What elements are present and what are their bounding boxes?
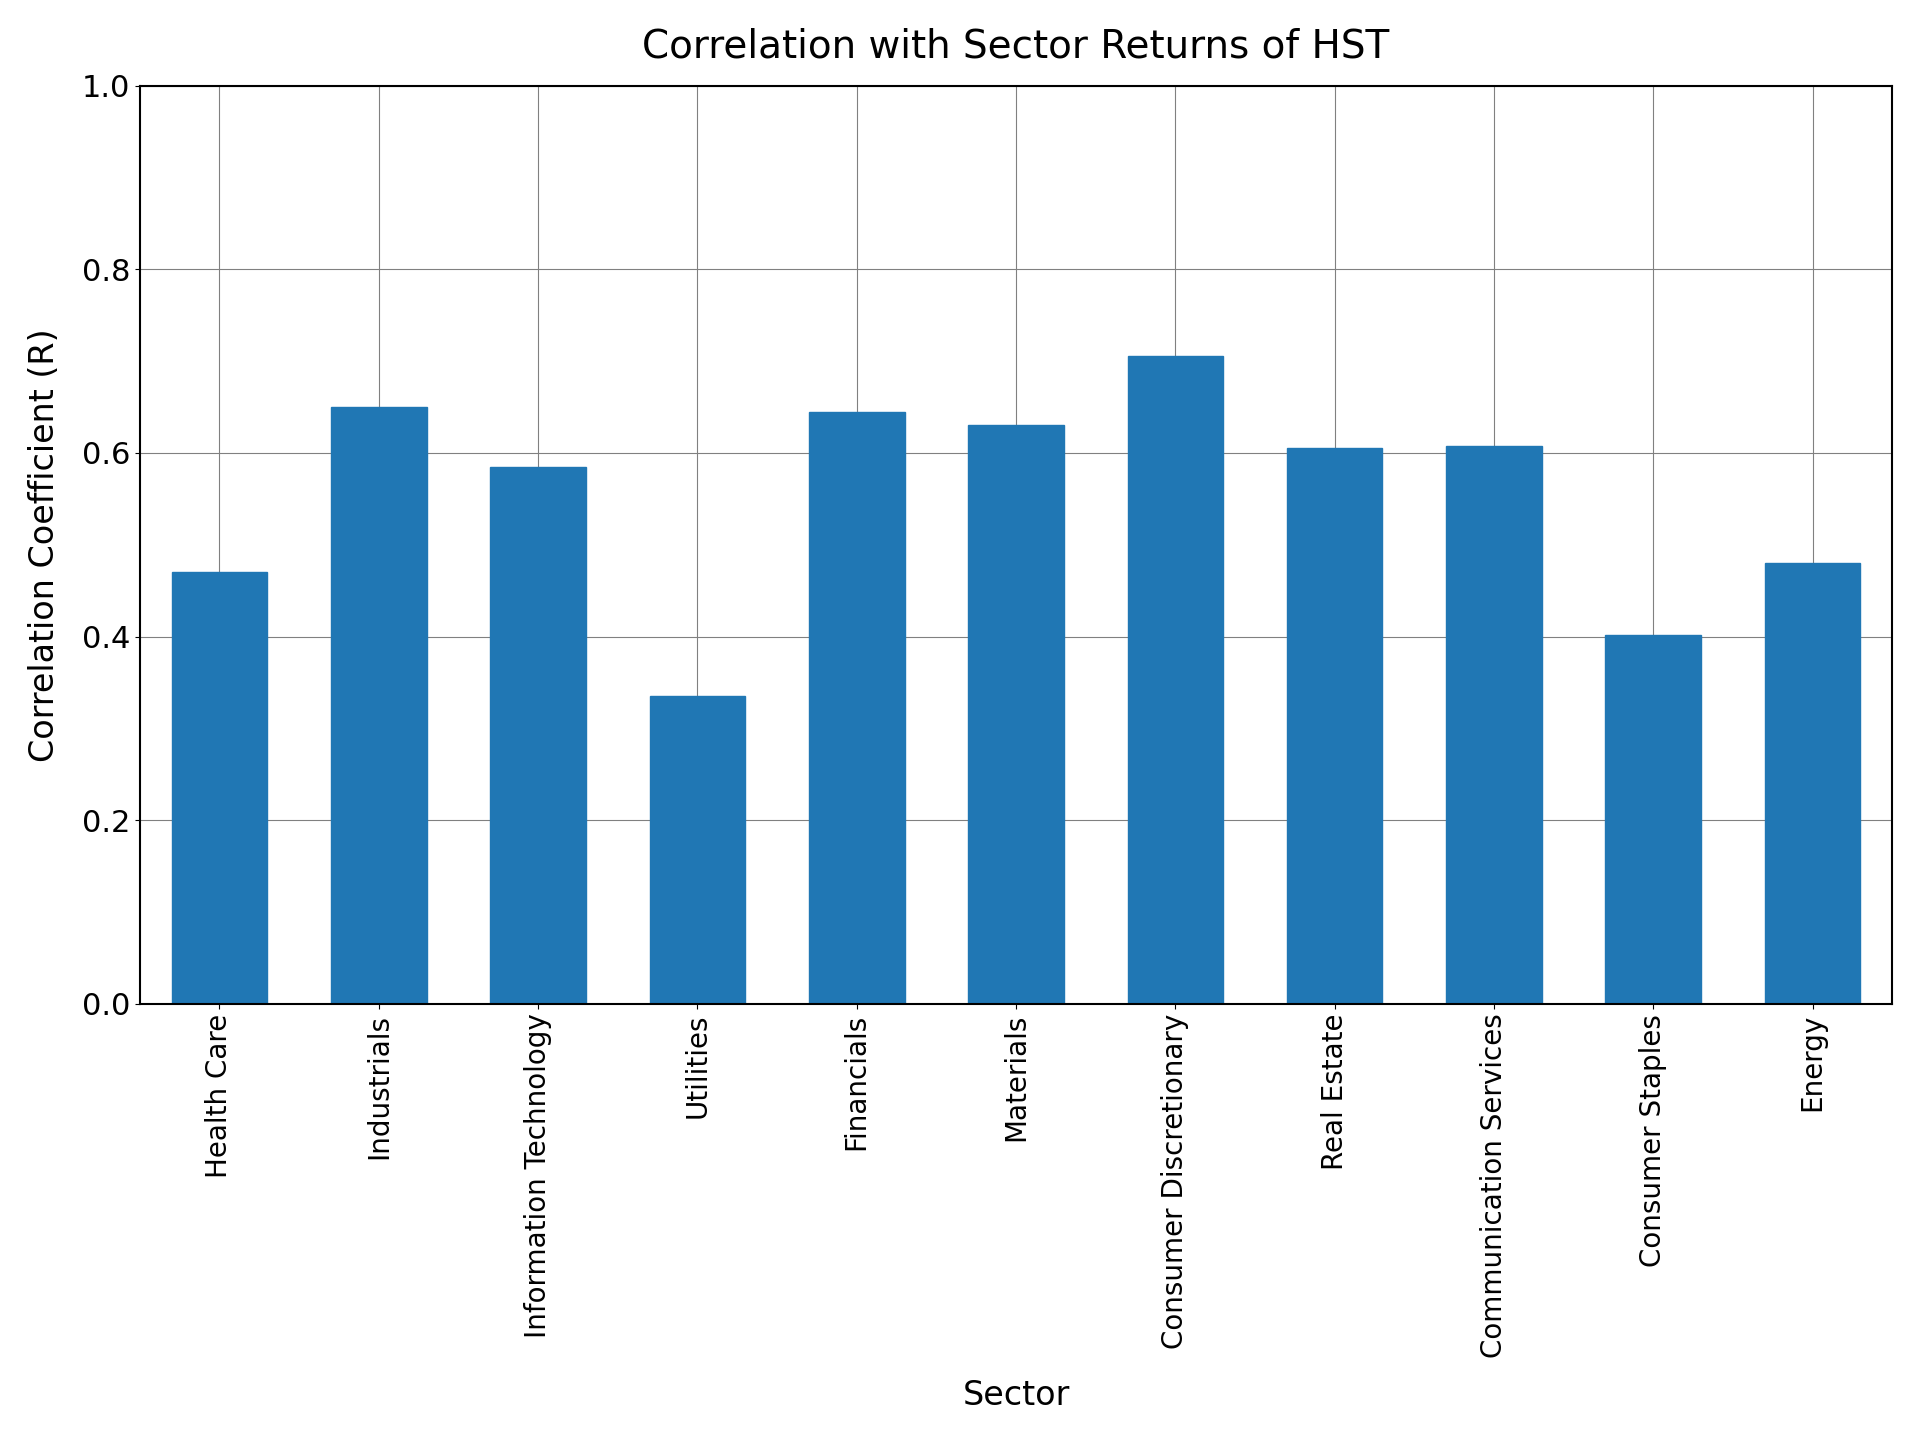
Bar: [171, 572, 267, 1004]
Bar: [1446, 445, 1542, 1004]
Bar: [1605, 635, 1701, 1004]
Y-axis label: Correlation Coefficient (R): Correlation Coefficient (R): [27, 328, 61, 762]
X-axis label: Sector: Sector: [962, 1380, 1069, 1413]
Title: Correlation with Sector Returns of HST: Correlation with Sector Returns of HST: [643, 27, 1390, 66]
Bar: [1764, 563, 1860, 1004]
Bar: [808, 412, 904, 1004]
Bar: [968, 425, 1064, 1004]
Bar: [330, 408, 426, 1004]
Bar: [1127, 357, 1223, 1004]
Bar: [649, 697, 745, 1004]
Bar: [1286, 448, 1382, 1004]
Bar: [490, 467, 586, 1004]
